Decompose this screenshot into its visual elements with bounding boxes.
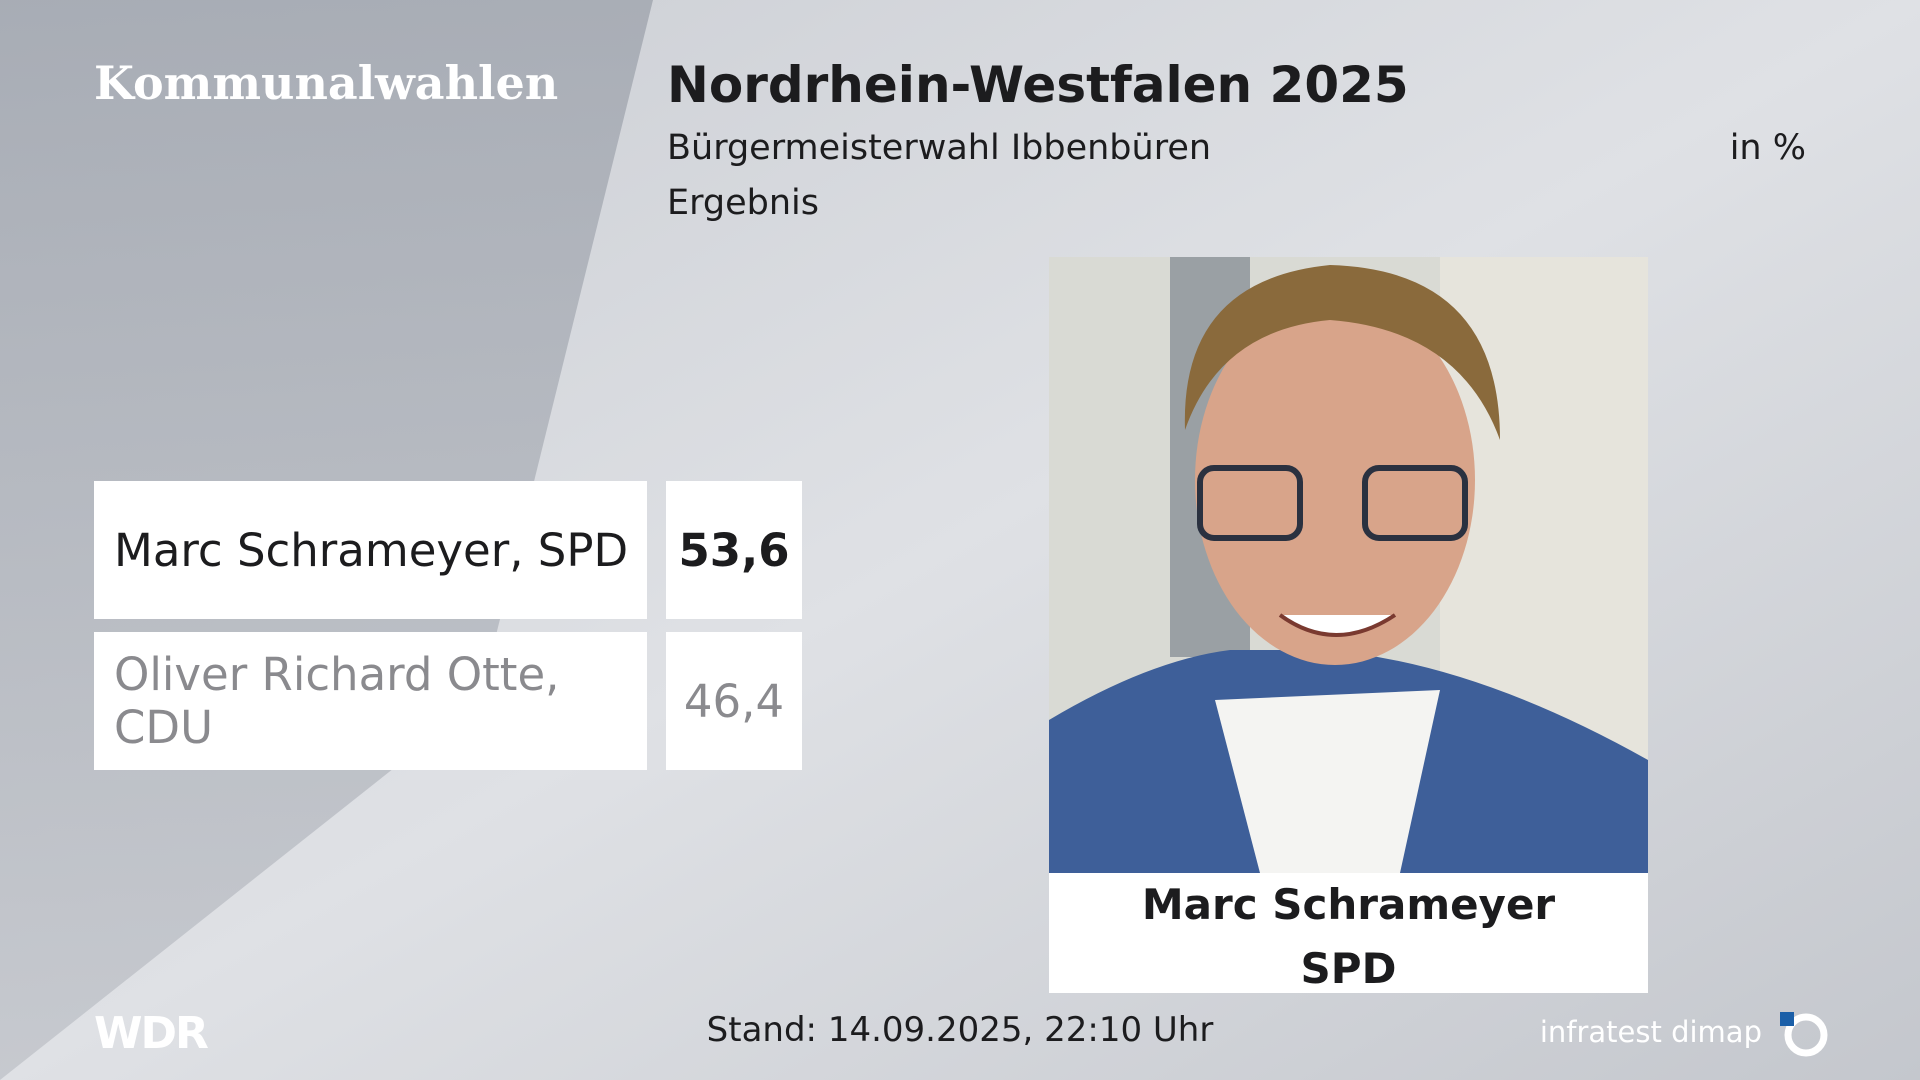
status: Stand: 14.09.2025, 22:10 Uhr [706, 1010, 1214, 1050]
title: Nordrhein-Westfalen 2025 [667, 56, 1409, 114]
candidate-name: Oliver Richard Otte, CDU [94, 632, 647, 770]
result-row: Oliver Richard Otte, CDU 46,4 [94, 632, 802, 770]
category: Kommunalwahlen [94, 56, 559, 110]
broadcaster-logo: WDR [94, 1008, 209, 1059]
winner-name: Marc Schrameyer [1141, 880, 1556, 929]
candidate-value: 53,6 [666, 481, 802, 619]
subtitle: Bürgermeisterwahl Ibbenbüren [667, 128, 1212, 168]
unit: in % [1729, 128, 1806, 168]
result-row: Marc Schrameyer, SPD 53,6 [94, 481, 802, 619]
source: infratest dimap [1539, 1015, 1762, 1049]
candidate-name: Marc Schrameyer, SPD [94, 481, 647, 619]
candidate-value: 46,4 [666, 632, 802, 770]
stage: Ergebnis [667, 183, 819, 223]
winner-party: SPD [1300, 944, 1397, 993]
winner-caption: Marc Schrameyer SPD [1049, 873, 1648, 993]
